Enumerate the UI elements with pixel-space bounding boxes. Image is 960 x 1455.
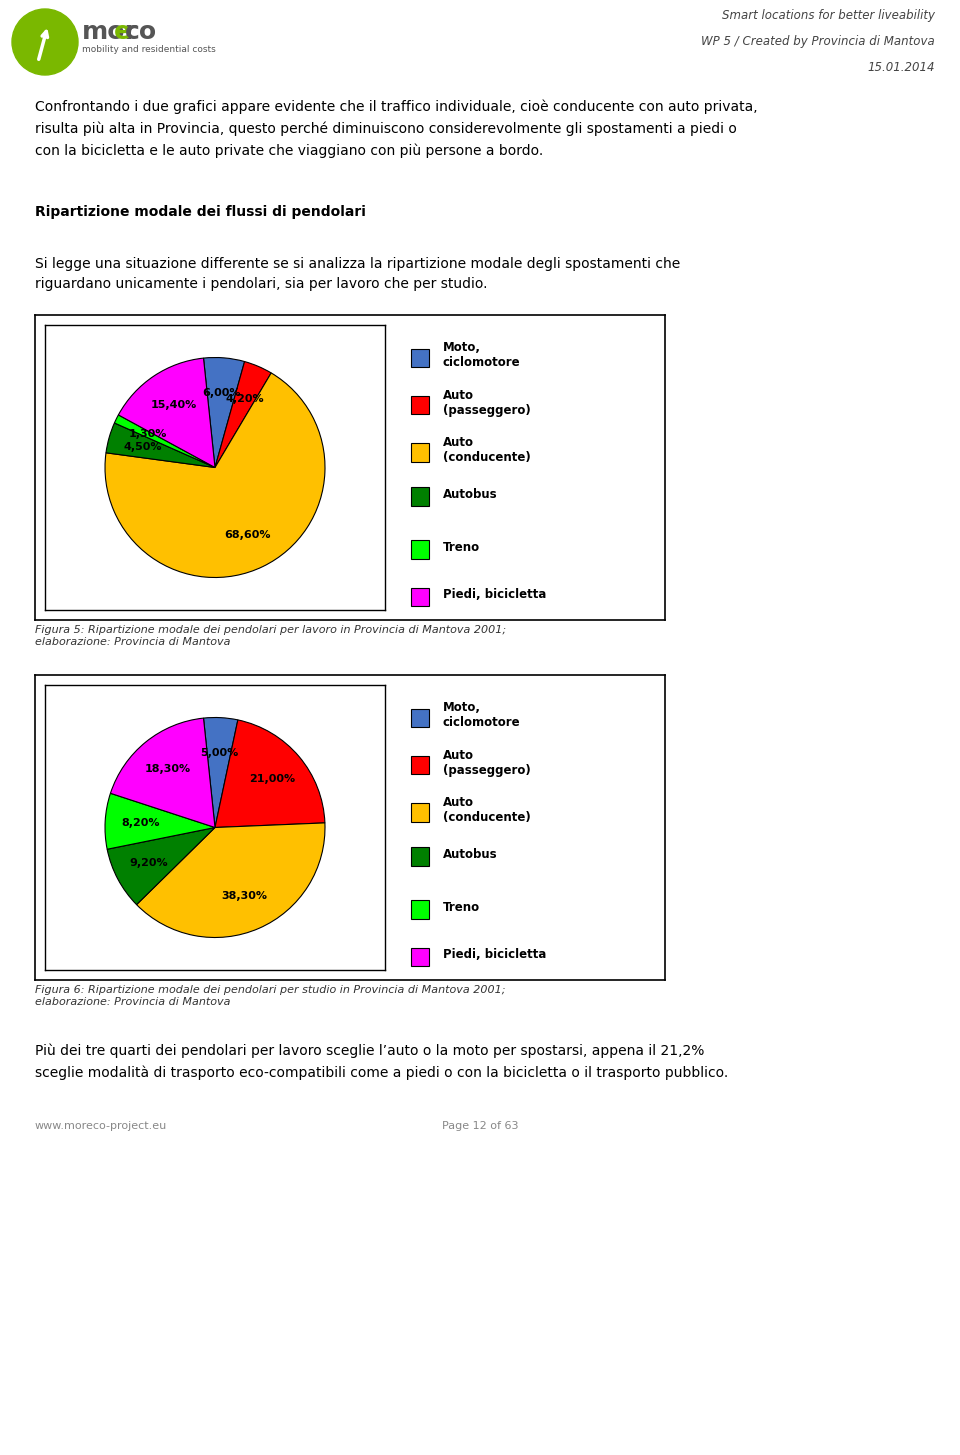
Wedge shape [118, 358, 215, 467]
Bar [411, 709, 429, 728]
Text: Figura 6: Ripartizione modale dei pendolari per studio in Provincia di Mantova 2: Figura 6: Ripartizione modale dei pendol… [35, 985, 506, 1007]
Wedge shape [136, 824, 325, 937]
Bar [411, 540, 429, 559]
Wedge shape [114, 415, 215, 467]
Text: 15,40%: 15,40% [151, 400, 197, 410]
Wedge shape [110, 719, 215, 828]
Text: mor: mor [82, 20, 138, 44]
Text: 8,20%: 8,20% [121, 818, 159, 828]
Text: Autobus: Autobus [443, 487, 497, 501]
Text: 18,30%: 18,30% [145, 764, 191, 774]
Text: 9,20%: 9,20% [130, 857, 168, 867]
Bar [411, 444, 429, 461]
Text: Piedi, bicicletta: Piedi, bicicletta [443, 947, 546, 960]
Text: Più dei tre quarti dei pendolari per lavoro sceglie l’auto o la moto per spostar: Più dei tre quarti dei pendolari per lav… [35, 1043, 705, 1058]
Text: 38,30%: 38,30% [222, 890, 268, 901]
Wedge shape [105, 372, 325, 578]
Wedge shape [105, 793, 215, 850]
Bar [411, 901, 429, 920]
Text: Treno: Treno [443, 541, 480, 554]
Text: 15.01.2014: 15.01.2014 [868, 61, 935, 74]
Text: Auto
(conducente): Auto (conducente) [443, 436, 531, 464]
Text: Si legge una situazione differente se si analizza la ripartizione modale degli s: Si legge una situazione differente se si… [35, 258, 681, 271]
Bar [411, 755, 429, 774]
Text: Autobus: Autobus [443, 848, 497, 860]
Text: Page 12 of 63: Page 12 of 63 [442, 1120, 518, 1131]
Text: Treno: Treno [443, 901, 480, 914]
Bar [411, 847, 429, 866]
Text: Auto
(passeggero): Auto (passeggero) [443, 388, 531, 416]
Text: e: e [114, 20, 131, 44]
Bar [411, 947, 429, 966]
Wedge shape [204, 358, 245, 467]
Bar [411, 588, 429, 607]
Text: www.moreco-project.eu: www.moreco-project.eu [35, 1120, 167, 1131]
Text: 4,20%: 4,20% [225, 394, 264, 403]
Circle shape [12, 9, 78, 76]
Text: Figura 5: Ripartizione modale dei pendolari per lavoro in Provincia di Mantova 2: Figura 5: Ripartizione modale dei pendol… [35, 626, 506, 646]
Text: 4,50%: 4,50% [124, 442, 162, 453]
Text: sceglie modalità di trasporto eco-compatibili come a piedi o con la bicicletta o: sceglie modalità di trasporto eco-compat… [35, 1065, 729, 1080]
Text: 5,00%: 5,00% [200, 748, 238, 758]
Wedge shape [108, 828, 215, 905]
Text: Auto
(conducente): Auto (conducente) [443, 796, 531, 824]
Text: WP 5 / Created by Provincia di Mantova: WP 5 / Created by Provincia di Mantova [701, 35, 935, 48]
Wedge shape [215, 720, 324, 828]
Text: mobility and residential costs: mobility and residential costs [82, 45, 216, 54]
Wedge shape [215, 361, 271, 467]
Text: 1,30%: 1,30% [129, 429, 167, 439]
Text: con la bicicletta e le auto private che viaggiano con più persone a bordo.: con la bicicletta e le auto private che … [35, 144, 543, 159]
Text: Moto,
ciclomotore: Moto, ciclomotore [443, 701, 520, 729]
Bar [411, 396, 429, 415]
Text: co: co [125, 20, 157, 44]
Text: 6,00%: 6,00% [202, 388, 241, 399]
Text: Smart locations for better liveability: Smart locations for better liveability [722, 9, 935, 22]
Text: 68,60%: 68,60% [225, 530, 271, 540]
Wedge shape [106, 423, 215, 467]
Text: Ripartizione modale dei flussi di pendolari: Ripartizione modale dei flussi di pendol… [35, 205, 366, 220]
Text: 21,00%: 21,00% [249, 774, 295, 784]
Text: riguardano unicamente i pendolari, sia per lavoro che per studio.: riguardano unicamente i pendolari, sia p… [35, 276, 488, 291]
Text: Piedi, bicicletta: Piedi, bicicletta [443, 588, 546, 601]
Wedge shape [204, 717, 238, 828]
Bar [411, 487, 429, 506]
Bar [411, 803, 429, 822]
Text: Confrontando i due grafici appare evidente che il traffico individuale, cioè con: Confrontando i due grafici appare eviden… [35, 100, 757, 115]
Text: risulta più alta in Provincia, questo perché diminuiscono considerevolmente gli : risulta più alta in Provincia, questo pe… [35, 122, 737, 137]
Bar [411, 349, 429, 367]
Text: Moto,
ciclomotore: Moto, ciclomotore [443, 342, 520, 370]
Text: Auto
(passeggero): Auto (passeggero) [443, 749, 531, 777]
